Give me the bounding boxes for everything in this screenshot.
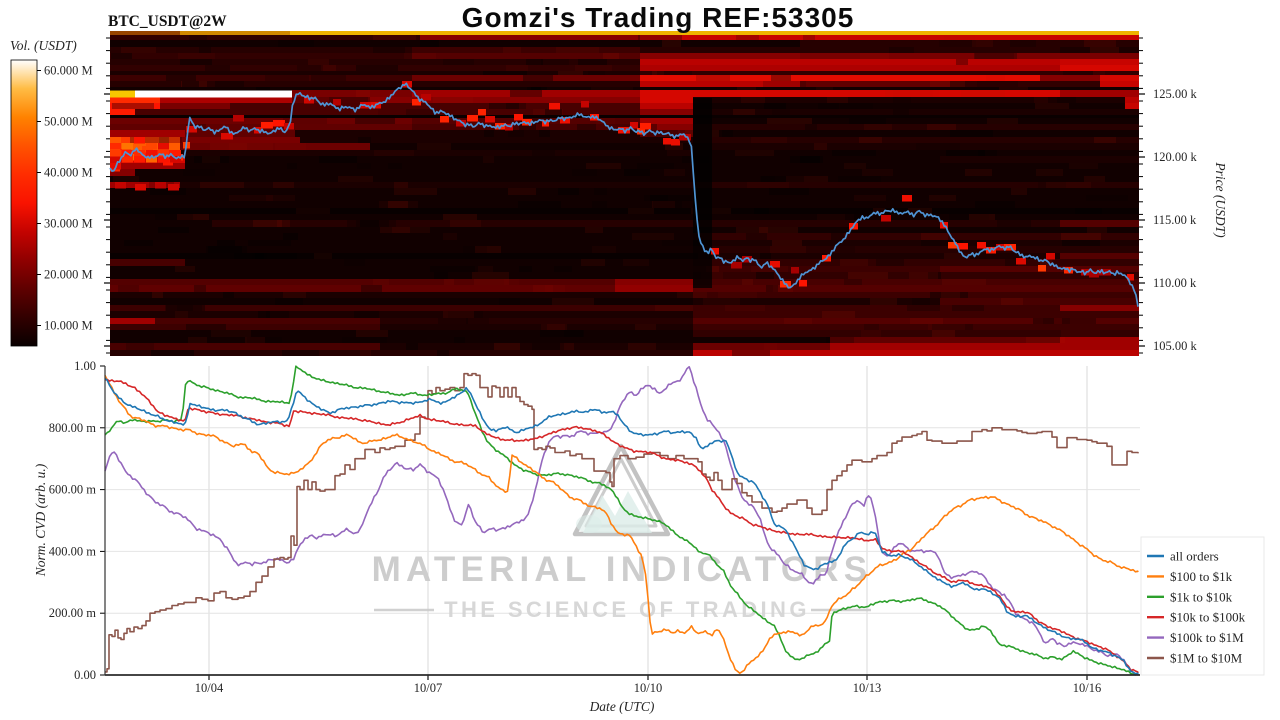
svg-text:$1M to $10M: $1M to $10M	[1170, 651, 1243, 666]
svg-text:$1k to $10k: $1k to $10k	[1170, 589, 1233, 604]
svg-text:0.00: 0.00	[74, 668, 96, 682]
svg-text:600.00 m: 600.00 m	[49, 483, 97, 497]
svg-text:Vol. (USDT): Vol. (USDT)	[10, 38, 77, 53]
svg-text:BTC_USDT@2W: BTC_USDT@2W	[108, 13, 227, 30]
svg-text:Norm. CVD (arb. u.): Norm. CVD (arb. u.)	[33, 463, 48, 577]
svg-text:125.00 k: 125.00 k	[1153, 87, 1198, 101]
svg-text:Date (UTC): Date (UTC)	[589, 699, 655, 714]
svg-text:115.00 k: 115.00 k	[1153, 213, 1197, 227]
svg-text:200.00 m: 200.00 m	[49, 606, 97, 620]
svg-text:10/10: 10/10	[634, 681, 662, 695]
svg-text:400.00 m: 400.00 m	[49, 544, 97, 558]
svg-text:60.000 M: 60.000 M	[44, 64, 93, 78]
svg-text:10/04: 10/04	[195, 681, 224, 695]
svg-text:110.00 k: 110.00 k	[1153, 276, 1197, 290]
svg-text:10/07: 10/07	[414, 681, 442, 695]
svg-text:120.00 k: 120.00 k	[1153, 150, 1198, 164]
svg-text:THE SCIENCE OF TRADING: THE SCIENCE OF TRADING	[444, 597, 810, 622]
svg-text:MATERIAL INDICATORS: MATERIAL INDICATORS	[372, 550, 873, 589]
svg-text:Price (USDT): Price (USDT)	[1213, 161, 1228, 238]
svg-text:all orders: all orders	[1170, 549, 1219, 564]
svg-text:$100 to $1k: $100 to $1k	[1170, 569, 1233, 584]
svg-text:20.000 M: 20.000 M	[44, 268, 93, 282]
svg-text:Gomzi's Trading REF:53305: Gomzi's Trading REF:53305	[462, 2, 855, 33]
svg-text:10/13: 10/13	[853, 681, 881, 695]
svg-text:10.000 M: 10.000 M	[44, 319, 93, 333]
svg-text:$10k to $100k: $10k to $100k	[1170, 610, 1246, 625]
svg-text:1.00: 1.00	[74, 359, 96, 373]
svg-text:50.000 M: 50.000 M	[44, 115, 93, 129]
svg-text:30.000 M: 30.000 M	[44, 217, 93, 231]
svg-text:40.000 M: 40.000 M	[44, 166, 93, 180]
svg-text:800.00 m: 800.00 m	[49, 421, 97, 435]
svg-text:$100k to $1M: $100k to $1M	[1170, 630, 1244, 645]
svg-text:10/16: 10/16	[1073, 681, 1101, 695]
svg-text:105.00 k: 105.00 k	[1153, 339, 1198, 353]
